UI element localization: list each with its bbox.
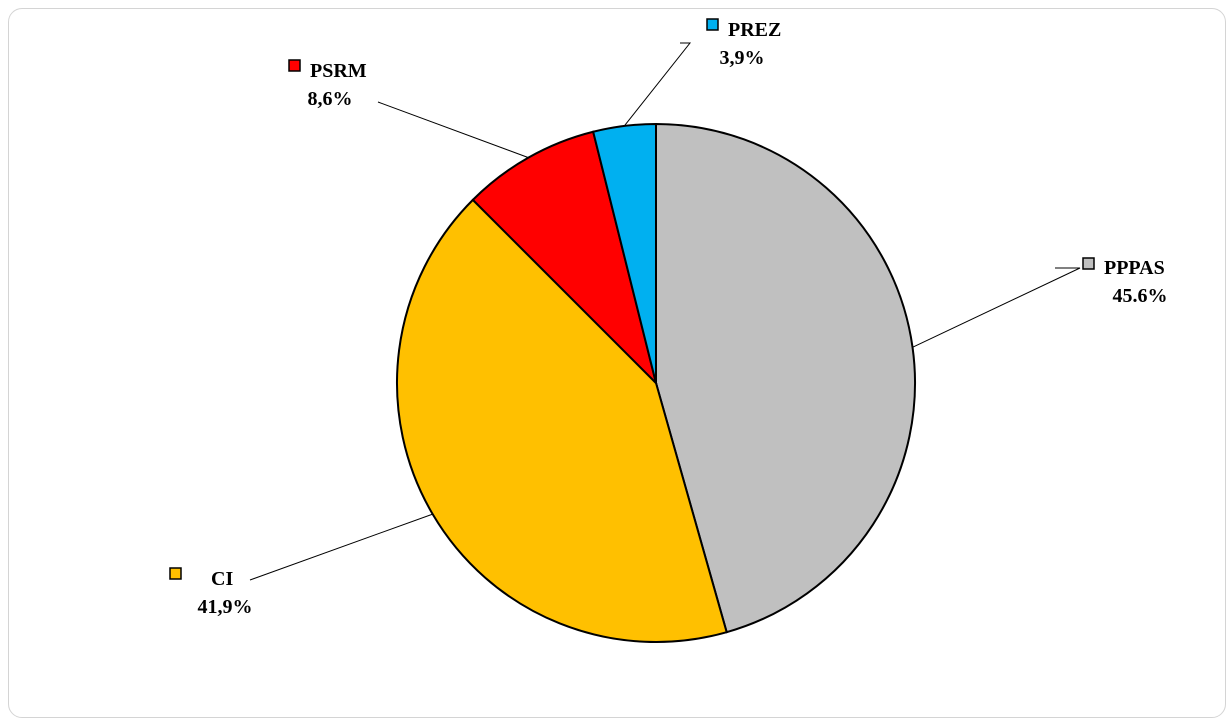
- slice-value-pppas: 45.6%: [1113, 285, 1168, 307]
- slice-name-ci: CI: [211, 568, 233, 590]
- legend-key-prez: [706, 18, 719, 31]
- pie-slice-psrm: [471, 130, 658, 387]
- pie-slices: [396, 122, 916, 643]
- leader-line-pppas: [912, 267, 1081, 348]
- pie-slice-ci: [396, 198, 728, 643]
- slice-name-prez: PREZ: [728, 19, 781, 41]
- slice-value-ci: 41,9%: [198, 596, 253, 618]
- legend-key-pppas: [1082, 257, 1095, 270]
- pie-slice-prez: [591, 122, 657, 384]
- slice-value-prez: 3,9%: [720, 47, 765, 69]
- slice-name-pppas: PPPAS: [1104, 257, 1165, 279]
- legend-key-ci: [169, 567, 182, 580]
- slice-name-psrm: PSRM: [310, 60, 367, 82]
- leader-line-prez: [623, 42, 692, 127]
- leader-line-ci: [249, 513, 433, 581]
- slice-value-psrm: 8,6%: [308, 88, 353, 110]
- leader-lines: [249, 42, 1081, 581]
- slice-labels: PPPAS 45.6% CI 41,9% PSRM 8,6% PREZ 3,9%: [169, 18, 1168, 618]
- leader-line-psrm: [377, 101, 529, 159]
- legend-key-psrm: [288, 59, 301, 72]
